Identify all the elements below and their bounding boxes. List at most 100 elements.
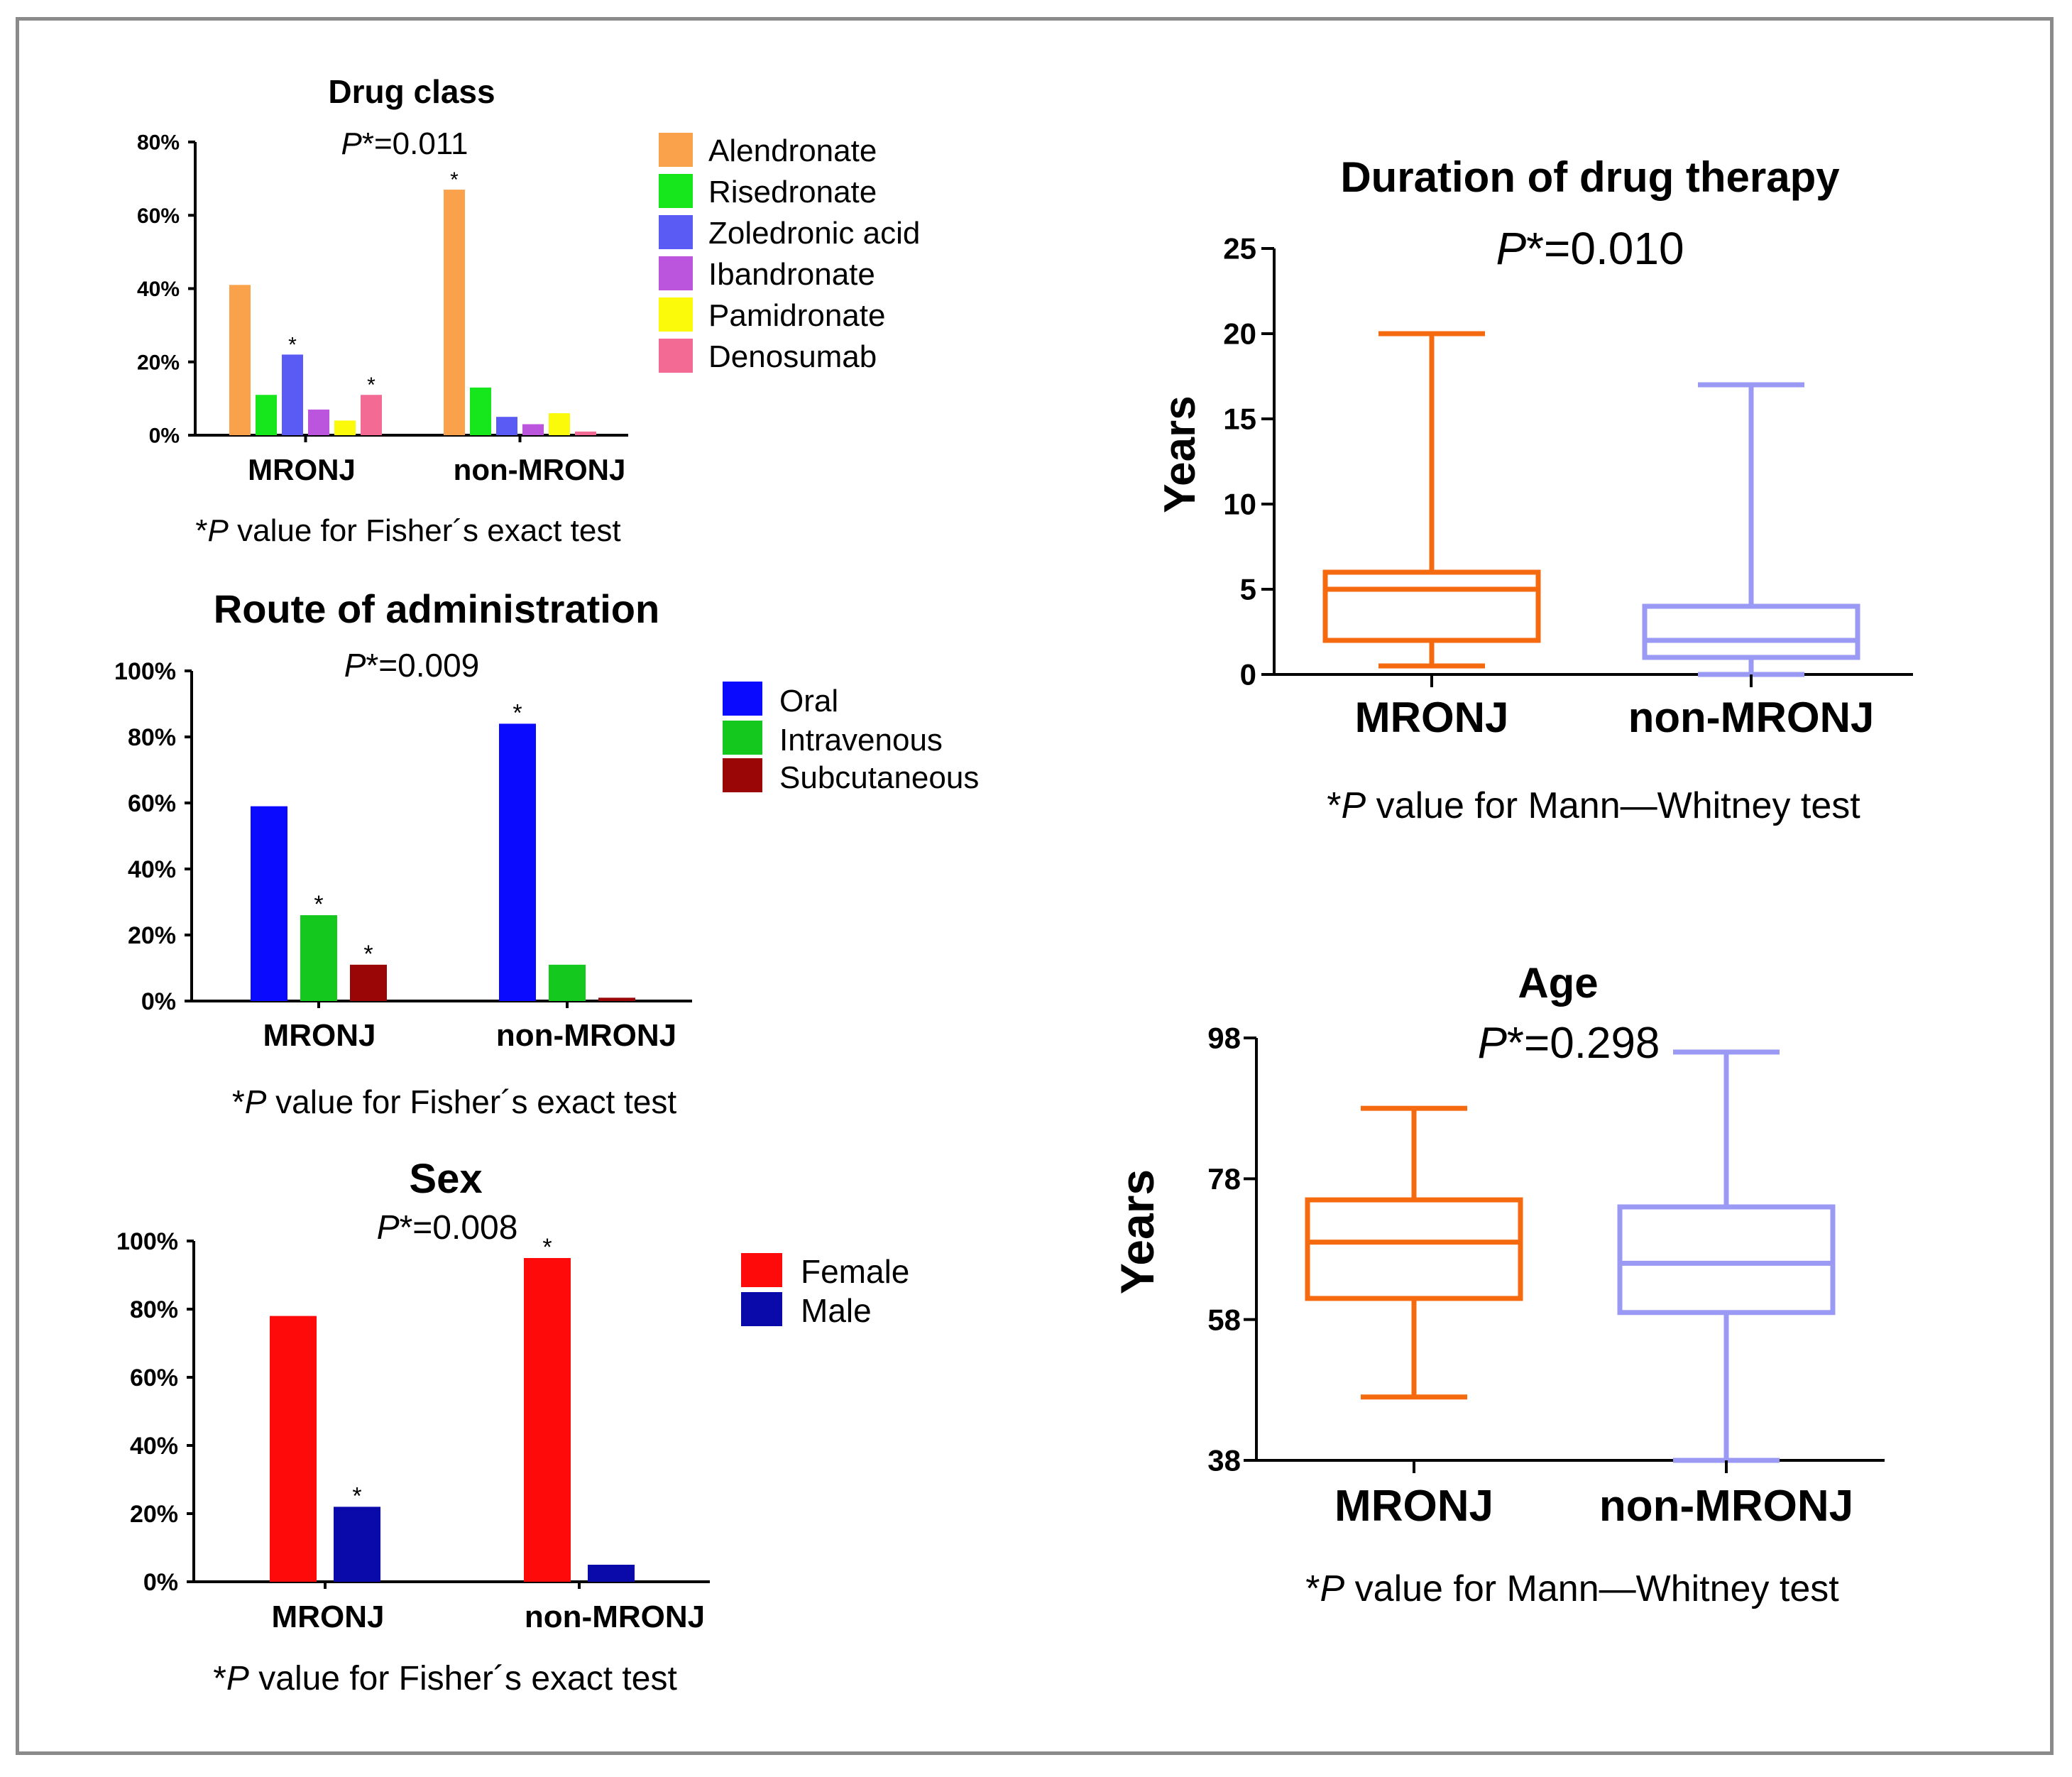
sex-legend-swatch <box>741 1292 782 1326</box>
sex-footnote-rest: value for Fisher´s exact test <box>249 1660 677 1697</box>
drug-bar-pamidronate <box>549 413 570 435</box>
sex-significance-star: * <box>352 1482 361 1509</box>
drug-legend-swatch <box>659 339 693 373</box>
route-significance-star: * <box>314 891 323 918</box>
route-y-tick-label: 20% <box>128 922 176 949</box>
age-box <box>1617 1204 1836 1316</box>
age-pvalue-rest: *=0.298 <box>1507 1019 1660 1068</box>
age-ylabel: Years <box>1111 1169 1163 1294</box>
chart-sex: Sex P*=0.008 0%20%40%60%80%100% ** MRONJ… <box>116 1156 909 1697</box>
drug-footnote-p: P <box>208 513 229 548</box>
drug-legend-label: Ibandronate <box>708 257 875 292</box>
route-footnote-rest: value for Fisher´s exact test <box>266 1083 676 1120</box>
age-box <box>1305 1197 1523 1301</box>
route-cat-label: MRONJ <box>263 1018 376 1053</box>
route-y-tick-label: 100% <box>114 658 176 685</box>
route-pvalue-p: P <box>344 647 366 684</box>
drug-footnote-star: * <box>195 513 207 548</box>
sex-bar-female <box>524 1258 571 1582</box>
sex-y-ticks: 0% 20% 40% 60% 80% 100% <box>116 1228 194 1596</box>
sex-cat-label: non-MRONJ <box>525 1600 705 1634</box>
route-title: Route of administration <box>214 586 659 631</box>
route-cat-label: non-MRONJ <box>496 1018 676 1053</box>
route-pvalue-rest: *=0.009 <box>366 647 479 684</box>
drug-legend-label: Risedronate <box>708 175 877 209</box>
sex-pvalue-p: P <box>377 1209 400 1247</box>
drug-y-tick-label: 40% <box>137 278 180 301</box>
route-footnote-star: * <box>232 1083 245 1120</box>
route-pvalue: P*=0.009 <box>344 647 480 684</box>
drug-legend-swatch <box>659 174 693 208</box>
route-bar-oral <box>499 723 536 1001</box>
route-y-ticks: 0% 20% 40% 60% 80% 100% <box>114 658 192 1015</box>
drug-legend-label: Denosumab <box>708 339 877 374</box>
drug-y-tick-label: 80% <box>137 131 180 155</box>
age-y-tick-label: 78 <box>1207 1162 1241 1196</box>
route-significance-star: * <box>512 699 522 726</box>
drug-bar-denosumab <box>361 395 382 435</box>
route-footnote: *P value for Fisher´s exact test <box>232 1083 677 1120</box>
drug-footnote: *P value for Fisher´s exact test <box>195 513 620 548</box>
duration-footnote-star: * <box>1327 785 1341 826</box>
drug-bar-risedronate <box>256 395 277 435</box>
route-legend-label: Oral <box>779 684 838 718</box>
age-title: Age <box>1518 959 1598 1007</box>
drug-title: Drug class <box>328 73 495 110</box>
drug-bar-denosumab <box>575 431 596 435</box>
route-significance-star: * <box>363 941 373 968</box>
sex-y-tick-label: 40% <box>130 1433 178 1460</box>
drug-footnote-rest: value for Fisher´s exact test <box>229 513 621 548</box>
drug-significance-star: * <box>367 373 376 397</box>
drug-legend-swatch <box>659 133 693 167</box>
route-footnote-p: P <box>245 1083 267 1120</box>
drug-y-tick-label: 20% <box>137 351 180 374</box>
sex-bar-male <box>334 1507 380 1582</box>
age-pvalue-p: P <box>1478 1019 1507 1068</box>
age-footnote: *P value for Mann—Whitney test <box>1305 1568 1839 1609</box>
route-bars: * * * <box>251 699 635 1008</box>
sex-pvalue-rest: *=0.008 <box>400 1209 518 1247</box>
drug-bar-pamidronate <box>334 420 356 435</box>
chart-route: Route of administration P*=0.009 0%20%40… <box>114 586 979 1120</box>
sex-y-tick-label: 0% <box>143 1569 178 1596</box>
sex-y-tick-label: 80% <box>130 1296 178 1323</box>
sex-legend-swatch <box>741 1253 782 1287</box>
chart-drug-class: Drug class P*=0.011 0%20%40%60%80% *** M… <box>137 73 920 548</box>
age-cat-label: non-MRONJ <box>1599 1482 1853 1531</box>
age-y-ticks: 38 58 78 98 <box>1207 1022 1256 1477</box>
sex-y-tick-label: 60% <box>130 1365 178 1391</box>
sex-footnote-p: P <box>226 1660 249 1697</box>
duration-footnote-p: P <box>1342 785 1366 826</box>
duration-boxes <box>1322 331 1860 687</box>
duration-box <box>1642 603 1860 660</box>
drug-bar-zoledronic-acid <box>282 354 303 435</box>
age-footnote-p: P <box>1320 1568 1345 1609</box>
drug-legend-swatch <box>659 297 693 332</box>
drug-bar-alendronate <box>229 285 251 435</box>
route-y-tick-label: 0% <box>141 988 176 1015</box>
duration-footnote: *P value for Mann—Whitney test <box>1327 785 1860 826</box>
drug-bar-ibandronate <box>308 409 329 435</box>
drug-significance-star: * <box>450 168 459 192</box>
route-legend-swatch <box>723 721 762 755</box>
duration-y-tick-label: 5 <box>1240 573 1256 606</box>
duration-title: Duration of drug therapy <box>1340 153 1840 201</box>
drug-y-tick-label: 0% <box>149 425 180 448</box>
duration-y-tick-label: 15 <box>1223 403 1256 436</box>
duration-y-tick-label: 20 <box>1223 317 1256 351</box>
age-y-tick-label: 98 <box>1207 1022 1241 1055</box>
sex-legend-label: Male <box>801 1292 872 1329</box>
duration-pvalue-rest: *=0.010 <box>1526 223 1684 274</box>
drug-legend-label: Alendronate <box>708 133 877 168</box>
duration-axes <box>1273 248 1913 676</box>
age-boxes <box>1305 1049 1836 1473</box>
drug-bar-risedronate <box>470 387 491 435</box>
route-bar-intravenous <box>549 964 586 1001</box>
route-legend-swatch <box>723 758 762 792</box>
route-legend-label: Subcutaneous <box>779 760 979 795</box>
sex-title: Sex <box>409 1156 482 1202</box>
duration-cat-label: non-MRONJ <box>1628 694 1875 741</box>
age-axes <box>1255 1038 1885 1462</box>
drug-legend-label: Pamidronate <box>708 298 885 333</box>
